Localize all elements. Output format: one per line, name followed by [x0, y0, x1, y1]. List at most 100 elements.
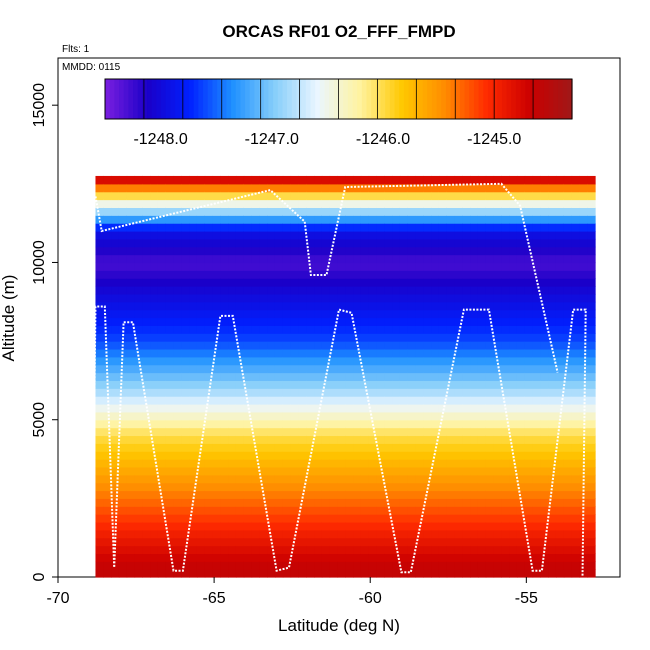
heatmap-cell	[532, 215, 541, 224]
heatmap-cell	[314, 348, 323, 358]
heatmap-cell	[360, 262, 370, 271]
heatmap-cell	[111, 246, 120, 256]
heatmap-cell	[540, 183, 549, 193]
heatmap-cell	[477, 521, 487, 531]
heatmap-cell	[95, 545, 104, 555]
heatmap-cell	[415, 364, 424, 374]
flights-annotation: Flts: 1	[62, 44, 90, 55]
heatmap-cell	[485, 286, 495, 295]
heatmap-cell	[438, 451, 448, 460]
heatmap-cell	[532, 348, 541, 358]
heatmap-cell	[150, 183, 159, 193]
heatmap-cell	[423, 514, 432, 523]
heatmap-cell	[532, 270, 541, 279]
heatmap-cell	[415, 529, 424, 539]
heatmap-cell	[524, 262, 534, 271]
heatmap-cell	[493, 466, 502, 476]
heatmap-cell	[485, 207, 495, 216]
heatmap-cell	[212, 435, 221, 444]
heatmap-cell	[103, 521, 112, 531]
heatmap-cell	[314, 372, 323, 382]
heatmap-cell	[298, 191, 307, 201]
heatmap-cell	[360, 404, 370, 413]
heatmap-cell	[493, 333, 502, 342]
heatmap-cell	[555, 262, 565, 271]
colorbar-segment	[431, 79, 438, 119]
heatmap-cell	[220, 278, 229, 287]
heatmap-cell	[353, 482, 362, 492]
heatmap-cell	[142, 364, 151, 374]
heatmap-cell	[157, 451, 167, 460]
heatmap-cell	[438, 207, 448, 216]
heatmap-cell	[470, 262, 479, 271]
heatmap-cell	[353, 466, 362, 476]
heatmap-cell	[329, 466, 339, 476]
heatmap-cell	[540, 466, 549, 476]
heatmap-cell	[134, 341, 143, 350]
heatmap-cell	[509, 215, 518, 224]
heatmap-cell	[111, 293, 120, 303]
heatmap-cell	[516, 427, 526, 437]
heatmap-cell	[509, 293, 518, 303]
heatmap-cell	[150, 254, 159, 264]
heatmap-cell	[111, 333, 120, 342]
heatmap-cell	[243, 435, 253, 444]
heatmap-cell	[431, 286, 440, 295]
heatmap-cell	[368, 262, 378, 271]
heatmap-cell	[524, 529, 534, 539]
heatmap-cell	[259, 427, 268, 437]
heatmap-cell	[454, 490, 463, 499]
heatmap-cell	[555, 183, 565, 193]
heatmap-cell	[392, 388, 401, 397]
heatmap-cell	[204, 553, 214, 562]
heatmap-cell	[532, 333, 541, 342]
heatmap-cell	[189, 356, 198, 366]
heatmap-cell	[196, 451, 206, 460]
heatmap-cell	[368, 490, 378, 499]
heatmap-cell	[368, 553, 378, 562]
heatmap-cell	[501, 325, 510, 334]
heatmap-cell	[555, 301, 565, 311]
heatmap-cell	[516, 286, 526, 295]
heatmap-cell	[220, 309, 229, 319]
heatmap-cell	[353, 215, 362, 224]
heatmap-cell	[267, 514, 276, 523]
heatmap-cell	[314, 427, 323, 437]
heatmap-cell	[220, 223, 229, 232]
heatmap-cell	[516, 231, 526, 240]
heatmap-cell	[399, 191, 409, 201]
heatmap-cell	[134, 427, 143, 437]
heatmap-cell	[165, 286, 175, 295]
heatmap-cell	[267, 199, 276, 209]
heatmap-cell	[415, 175, 424, 185]
heatmap-cell	[399, 396, 409, 405]
heatmap-cell	[259, 545, 268, 555]
heatmap-cell	[274, 286, 284, 295]
heatmap-cell	[485, 231, 495, 240]
heatmap-cell	[407, 419, 417, 429]
heatmap-cell	[118, 514, 128, 523]
heatmap-cell	[524, 490, 534, 499]
heatmap-cell	[524, 372, 534, 382]
heatmap-cell	[524, 466, 534, 476]
heatmap-cell	[548, 175, 557, 185]
heatmap-cell	[353, 435, 362, 444]
colorbar-segment	[501, 79, 508, 119]
heatmap-cell	[290, 231, 300, 240]
heatmap-cell	[228, 569, 237, 578]
heatmap-cell	[329, 207, 339, 216]
heatmap-cell	[259, 262, 268, 271]
heatmap-cell	[360, 348, 370, 358]
heatmap-cell	[212, 191, 221, 201]
heatmap-cell	[282, 301, 292, 311]
heatmap-cell	[415, 270, 424, 279]
heatmap-cell	[157, 537, 167, 547]
heatmap-cell	[540, 545, 549, 555]
heatmap-cell	[329, 223, 339, 232]
heatmap-cell	[462, 419, 471, 429]
heatmap-cell	[555, 215, 565, 224]
heatmap-cell	[95, 238, 104, 248]
heatmap-cell	[329, 380, 339, 389]
heatmap-cell	[243, 466, 253, 476]
heatmap-cell	[376, 498, 385, 507]
